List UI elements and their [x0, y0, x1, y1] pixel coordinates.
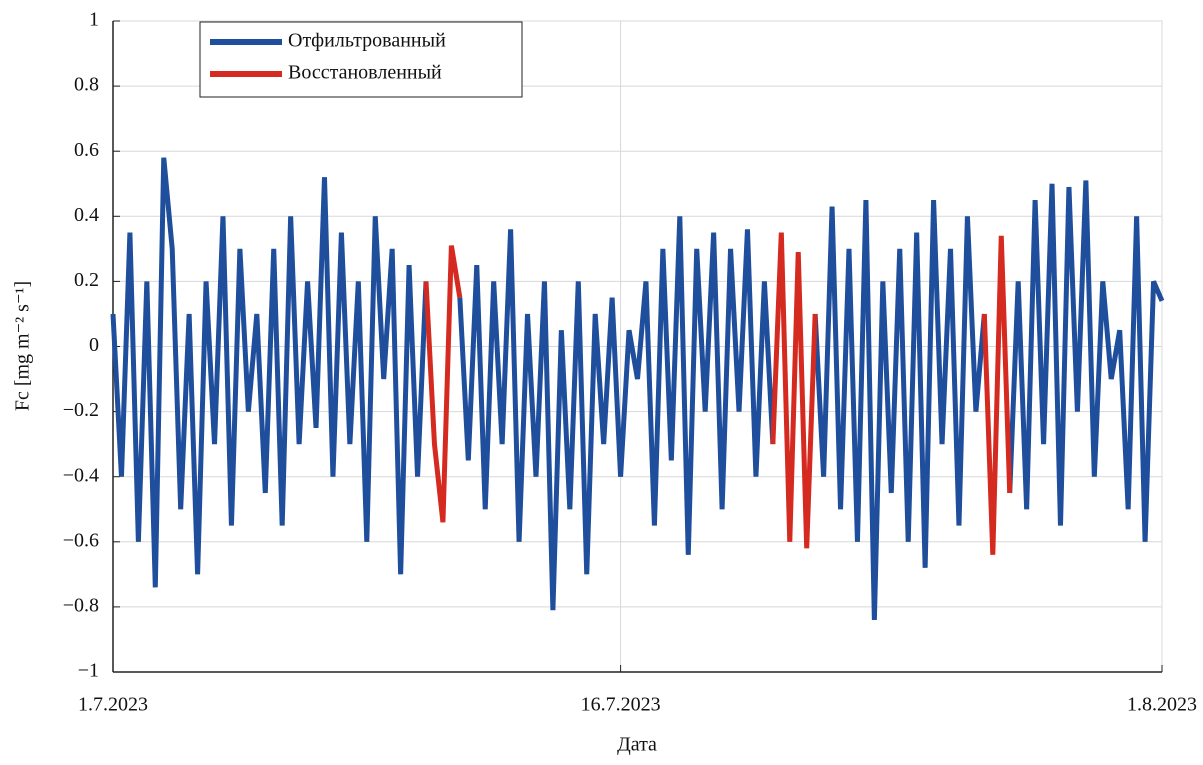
y-tick-label: 0.4	[74, 204, 99, 226]
x-tick-label: 16.7.2023	[581, 694, 661, 716]
y-tick-label: 0.2	[74, 269, 99, 291]
legend-label: Восстановленный	[288, 62, 442, 84]
y-tick-label: 1	[89, 9, 99, 31]
legend-box	[199, 21, 523, 98]
y-axis-label: Fc [mg m⁻² s⁻¹]	[12, 281, 34, 411]
x-tick-label: 1.7.2023	[78, 694, 148, 716]
y-tick-label: −0.8	[63, 594, 99, 616]
y-tick-label: 0	[89, 334, 99, 356]
y-tick-label: 0.8	[74, 74, 99, 96]
y-tick-label: −0.6	[63, 529, 99, 551]
series-line	[423, 232, 1013, 555]
y-tick-label: −0.4	[63, 464, 99, 486]
y-tick-label: −0.2	[63, 399, 99, 421]
y-tick-label: −1	[78, 660, 99, 682]
y-tick-label: 0.6	[74, 139, 99, 161]
x-tick-label: 1.8.2023	[1127, 694, 1197, 716]
x-axis-label: Дата	[617, 734, 657, 756]
legend-label: Отфильтрованный	[288, 30, 446, 52]
series-line	[110, 157, 1165, 620]
